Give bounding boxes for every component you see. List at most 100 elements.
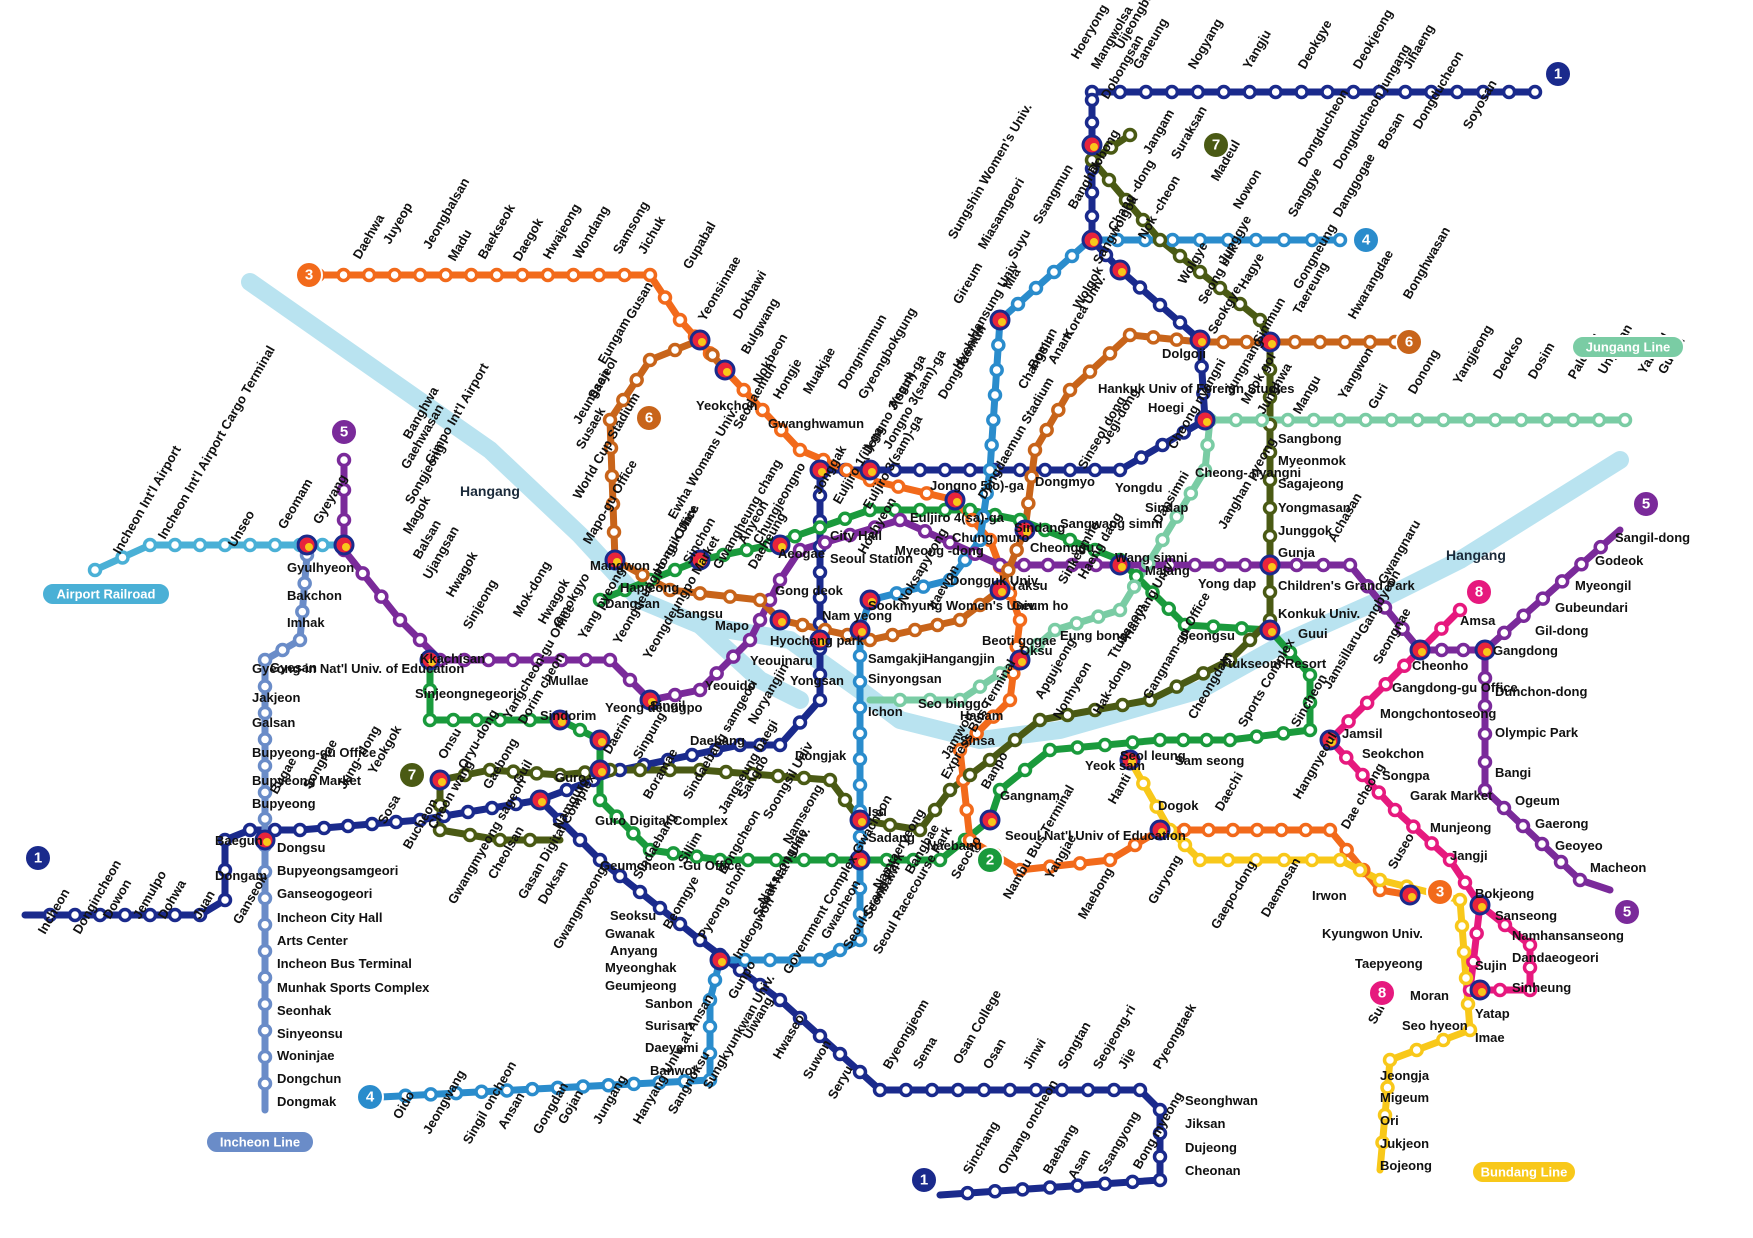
station-marker bbox=[1316, 557, 1331, 573]
line-number-badge-text: 7 bbox=[408, 767, 416, 784]
station-label: Gusan bbox=[623, 279, 656, 322]
station-marker bbox=[952, 612, 968, 628]
station-label: Hwagok bbox=[443, 548, 481, 599]
station-marker bbox=[316, 820, 332, 836]
station-marker bbox=[1070, 740, 1085, 755]
transfer-station-core bbox=[438, 778, 446, 786]
station-marker bbox=[796, 770, 812, 786]
station-marker bbox=[1126, 579, 1142, 594]
station-label: Seol leung bbox=[1120, 748, 1186, 763]
station-label: Aeogae bbox=[778, 546, 825, 561]
line-number-badge bbox=[1632, 490, 1660, 518]
station-marker bbox=[1192, 232, 1208, 248]
tributary-river bbox=[691, 616, 809, 709]
station-marker bbox=[662, 582, 678, 598]
station-marker bbox=[1054, 1082, 1070, 1098]
station-marker bbox=[1398, 84, 1413, 100]
station-marker bbox=[1039, 422, 1054, 438]
transfer-station-core bbox=[558, 718, 566, 726]
station-marker bbox=[812, 692, 828, 708]
station-marker bbox=[852, 906, 868, 922]
station-label: Jukjeon bbox=[1380, 1136, 1429, 1151]
station-label: Asan bbox=[1065, 1146, 1094, 1181]
station-label: Gangnam bbox=[1000, 788, 1060, 803]
station-marker bbox=[361, 267, 377, 283]
station-marker bbox=[1040, 557, 1056, 573]
station-marker bbox=[1187, 557, 1203, 573]
station-marker bbox=[1522, 937, 1538, 953]
station-marker bbox=[972, 597, 988, 613]
station-marker bbox=[1492, 982, 1508, 998]
station-marker bbox=[257, 652, 273, 668]
station-marker bbox=[142, 907, 158, 923]
station-marker bbox=[872, 1082, 888, 1098]
station-marker bbox=[1535, 591, 1551, 606]
station-label: Pyeongtaek bbox=[1150, 1000, 1200, 1071]
station-label: Yeouinaru bbox=[750, 653, 813, 668]
station-marker bbox=[1122, 127, 1138, 143]
transfer-station-core bbox=[538, 798, 546, 806]
station-marker bbox=[692, 932, 708, 948]
station-marker bbox=[1152, 1149, 1168, 1164]
station-marker bbox=[1155, 437, 1170, 453]
station-marker bbox=[315, 537, 330, 553]
station-label: Gangdong bbox=[1493, 643, 1558, 658]
transfer-station-core bbox=[1203, 418, 1211, 426]
station-label: Yangju bbox=[1240, 27, 1274, 71]
station-marker bbox=[1162, 557, 1178, 573]
transfer-station-core bbox=[1023, 528, 1031, 536]
station-marker bbox=[336, 482, 352, 498]
station-marker bbox=[1084, 209, 1100, 224]
station-label: Junggok bbox=[1278, 523, 1333, 538]
station-marker bbox=[792, 442, 808, 458]
station-marker bbox=[1375, 1135, 1390, 1150]
line-number-badge bbox=[635, 404, 663, 432]
station-marker bbox=[1436, 1032, 1451, 1048]
station-marker bbox=[1262, 500, 1278, 516]
station-marker bbox=[217, 892, 233, 908]
station-marker bbox=[1194, 359, 1209, 374]
station-marker bbox=[885, 627, 900, 643]
station-marker bbox=[1017, 762, 1033, 778]
transfer-station-core bbox=[1118, 268, 1126, 276]
station-marker bbox=[1069, 616, 1084, 631]
station-marker bbox=[242, 822, 258, 838]
station-marker bbox=[1190, 84, 1206, 100]
station-label: Bokjeong bbox=[1475, 886, 1534, 901]
station-label: Jeongwang bbox=[420, 1067, 469, 1136]
station-label: Geumjeong bbox=[605, 978, 677, 993]
station-label: Bonghwasan bbox=[1400, 224, 1453, 302]
station-label: Daegok bbox=[510, 215, 547, 264]
station-marker bbox=[635, 567, 650, 583]
station-marker bbox=[297, 576, 312, 591]
station-marker bbox=[412, 812, 428, 828]
station-label: Yeokchon bbox=[696, 398, 757, 413]
station-label: Baegun bbox=[215, 833, 263, 848]
station-label: Pyeong chon bbox=[695, 863, 749, 941]
station-marker bbox=[626, 1076, 642, 1092]
badge-layer: 1 3 4 5 6 7 6 5 8 7 1 2 3 5 8 4 1 bbox=[24, 60, 1660, 1194]
station-label: Gubeundari bbox=[1555, 600, 1628, 615]
station-marker bbox=[336, 452, 352, 468]
station-marker bbox=[672, 916, 688, 932]
station-marker bbox=[692, 762, 708, 778]
station-label: Gireum bbox=[950, 260, 986, 307]
station-marker bbox=[1496, 800, 1512, 816]
station-marker bbox=[257, 917, 273, 932]
station-marker bbox=[1080, 1082, 1096, 1098]
station-label: Geoyeo bbox=[1555, 838, 1603, 853]
station-marker bbox=[740, 852, 756, 868]
station-marker bbox=[667, 342, 683, 358]
line-number-badge bbox=[1368, 979, 1396, 1007]
station-label: Sinyongsan bbox=[868, 671, 942, 686]
station-marker bbox=[642, 267, 658, 283]
station-marker bbox=[192, 907, 208, 923]
station-label: Gil-dong bbox=[1535, 623, 1588, 638]
station-marker bbox=[1009, 542, 1024, 558]
station-marker bbox=[387, 267, 402, 283]
station-label: Songpa bbox=[1382, 768, 1430, 783]
station-marker bbox=[1010, 296, 1026, 312]
station-label: Euljiro 4(sa)-ga bbox=[910, 510, 1005, 525]
station-label: Maebong bbox=[1075, 865, 1117, 922]
station-marker bbox=[1342, 557, 1358, 573]
